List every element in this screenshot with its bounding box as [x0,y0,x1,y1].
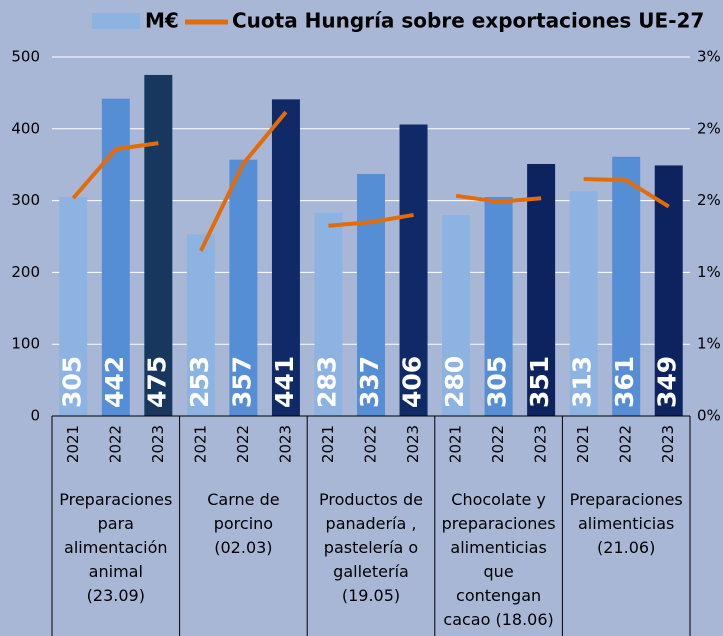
group-label-line: galletería [333,562,409,581]
line [583,177,670,209]
group-label-line: preparaciones [442,514,556,533]
y-tick-label: 0 [30,407,40,425]
bar [527,163,556,416]
bar [612,156,641,416]
x-tick-label: 2023 [532,425,550,463]
x-tick-label: 2021 [64,425,82,463]
y2-tick-label: 2% [697,119,721,137]
group-label-line: (02.03) [214,538,272,557]
bar [569,191,598,416]
group-label-line: pastelería o [324,538,418,557]
value-label: 475 [142,356,171,408]
y-tick-label: 100 [11,335,40,353]
legend-swatch [92,13,140,29]
value-label: 337 [355,356,384,408]
x-tick-label: 2021 [319,425,337,463]
group-label-line: panadería , [326,514,417,533]
group-label-line: que [484,562,514,581]
value-label: 253 [185,356,214,408]
value-label: 351 [525,356,554,408]
y-tick-label: 200 [11,263,40,281]
x-tick-label: 2022 [234,425,252,463]
group-label-line: Preparaciones [570,490,683,509]
x-tick-label: 2021 [574,425,592,463]
group-label-line: (23.09) [87,586,145,605]
bar [186,234,215,416]
group-label-line: porcino [214,514,273,533]
line [199,110,288,252]
x-tick-label: 2021 [191,425,209,463]
group-label: Productos de panadería , pastelería o galle… [319,490,423,605]
value-label: 442 [100,356,129,408]
group-label-line: animal [89,562,143,581]
value-label: 357 [227,356,256,408]
x-tick-label: 2022 [489,425,507,463]
bar [229,159,258,416]
x-tick-label: 2023 [149,425,167,463]
value-label: 441 [270,356,299,408]
y-tick-label: 500 [11,48,40,66]
group-label-line: alimentación [64,538,168,557]
x-tick-label: 2022 [106,425,124,463]
group-label-line: alimenticias [450,538,546,557]
value-label: 283 [312,356,341,408]
y2-tick-label: 3% [697,48,721,66]
group-label: Preparaciones alimenticias (21.06) [570,490,683,557]
group-label-line: (19.05) [342,586,400,605]
value-label: 280 [440,356,469,408]
group-label-line: Productos de [319,490,423,509]
group-label: Chocolate y preparaciones alimenticias que c… [442,490,556,629]
legend-label: M€ [145,9,179,33]
y2-tick-label: 2% [697,191,721,209]
group-label-line: cacao (18.06) [443,610,553,629]
group-label-line: Carne de [207,490,279,509]
bar [357,174,385,416]
y-tick-label: 400 [11,119,40,137]
y2-tick-label: 1% [697,335,721,353]
x-tick-label: 2023 [659,425,677,463]
value-label: 349 [653,356,682,408]
bar [442,214,471,416]
value-label: 313 [568,356,597,408]
value-label: 406 [398,356,427,408]
y2-tick-label: 0% [697,407,721,425]
group-label: Carne de porcino (02.03) [207,490,279,557]
group-label-line: Preparaciones [59,490,172,509]
group-label-line: para [98,514,134,533]
group-label-line: (21.06) [597,538,655,557]
line [71,141,159,200]
x-tick-label: 2023 [404,425,422,463]
bar [59,197,88,416]
bar [654,165,683,416]
y2-tick-label: 1% [697,263,721,281]
bar [144,74,173,416]
value-label: 305 [483,356,512,408]
line [328,212,414,228]
group-label-line: alimenticias [578,514,674,533]
bar [314,212,343,416]
x-tick-label: 2022 [617,425,635,463]
group-label-line: Chocolate y [451,490,546,509]
legend-label: Cuota Hungría sobre exportaciones UE-27 [232,9,704,33]
line [455,193,542,204]
value-label: 305 [57,356,86,408]
group-label-line: contengan [456,586,541,605]
x-tick-label: 2023 [276,425,294,463]
x-tick-label: 2021 [447,425,465,463]
y-tick-label: 300 [11,191,40,209]
bar [271,99,300,416]
x-tick-label: 2022 [362,425,380,463]
value-label: 361 [610,356,639,408]
bar [484,197,513,416]
group-label: Preparaciones para alimentación animal (23.0… [59,490,172,605]
bar [399,124,428,416]
